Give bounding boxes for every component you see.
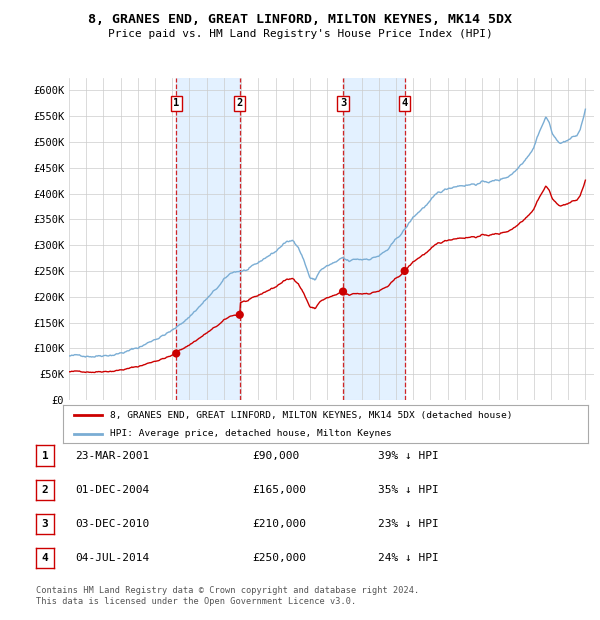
Text: 4: 4	[401, 99, 408, 108]
Text: 8, GRANES END, GREAT LINFORD, MILTON KEYNES, MK14 5DX (detached house): 8, GRANES END, GREAT LINFORD, MILTON KEY…	[110, 410, 513, 420]
Text: HPI: Average price, detached house, Milton Keynes: HPI: Average price, detached house, Milt…	[110, 429, 392, 438]
Point	[235, 310, 245, 320]
Point	[400, 266, 409, 276]
Text: 3: 3	[41, 519, 49, 529]
Text: £210,000: £210,000	[252, 519, 306, 529]
Text: 01-DEC-2004: 01-DEC-2004	[75, 485, 149, 495]
Text: 3: 3	[340, 99, 346, 108]
Text: 2: 2	[236, 99, 243, 108]
Text: 04-JUL-2014: 04-JUL-2014	[75, 553, 149, 563]
Text: 2: 2	[41, 485, 49, 495]
Text: 1: 1	[173, 99, 179, 108]
Point	[338, 286, 348, 296]
Text: £250,000: £250,000	[252, 553, 306, 563]
Text: 4: 4	[41, 553, 49, 563]
Text: 1: 1	[41, 451, 49, 461]
Bar	[343, 78, 404, 400]
Bar	[176, 78, 240, 400]
Text: £165,000: £165,000	[252, 485, 306, 495]
Text: Price paid vs. HM Land Registry's House Price Index (HPI): Price paid vs. HM Land Registry's House …	[107, 29, 493, 39]
Text: £90,000: £90,000	[252, 451, 299, 461]
Point	[172, 348, 181, 358]
Text: 8, GRANES END, GREAT LINFORD, MILTON KEYNES, MK14 5DX: 8, GRANES END, GREAT LINFORD, MILTON KEY…	[88, 14, 512, 26]
Text: 24% ↓ HPI: 24% ↓ HPI	[378, 553, 439, 563]
Text: 23-MAR-2001: 23-MAR-2001	[75, 451, 149, 461]
Text: Contains HM Land Registry data © Crown copyright and database right 2024.: Contains HM Land Registry data © Crown c…	[36, 586, 419, 595]
Text: 23% ↓ HPI: 23% ↓ HPI	[378, 519, 439, 529]
Text: This data is licensed under the Open Government Licence v3.0.: This data is licensed under the Open Gov…	[36, 597, 356, 606]
Text: 39% ↓ HPI: 39% ↓ HPI	[378, 451, 439, 461]
Text: 35% ↓ HPI: 35% ↓ HPI	[378, 485, 439, 495]
Text: 03-DEC-2010: 03-DEC-2010	[75, 519, 149, 529]
